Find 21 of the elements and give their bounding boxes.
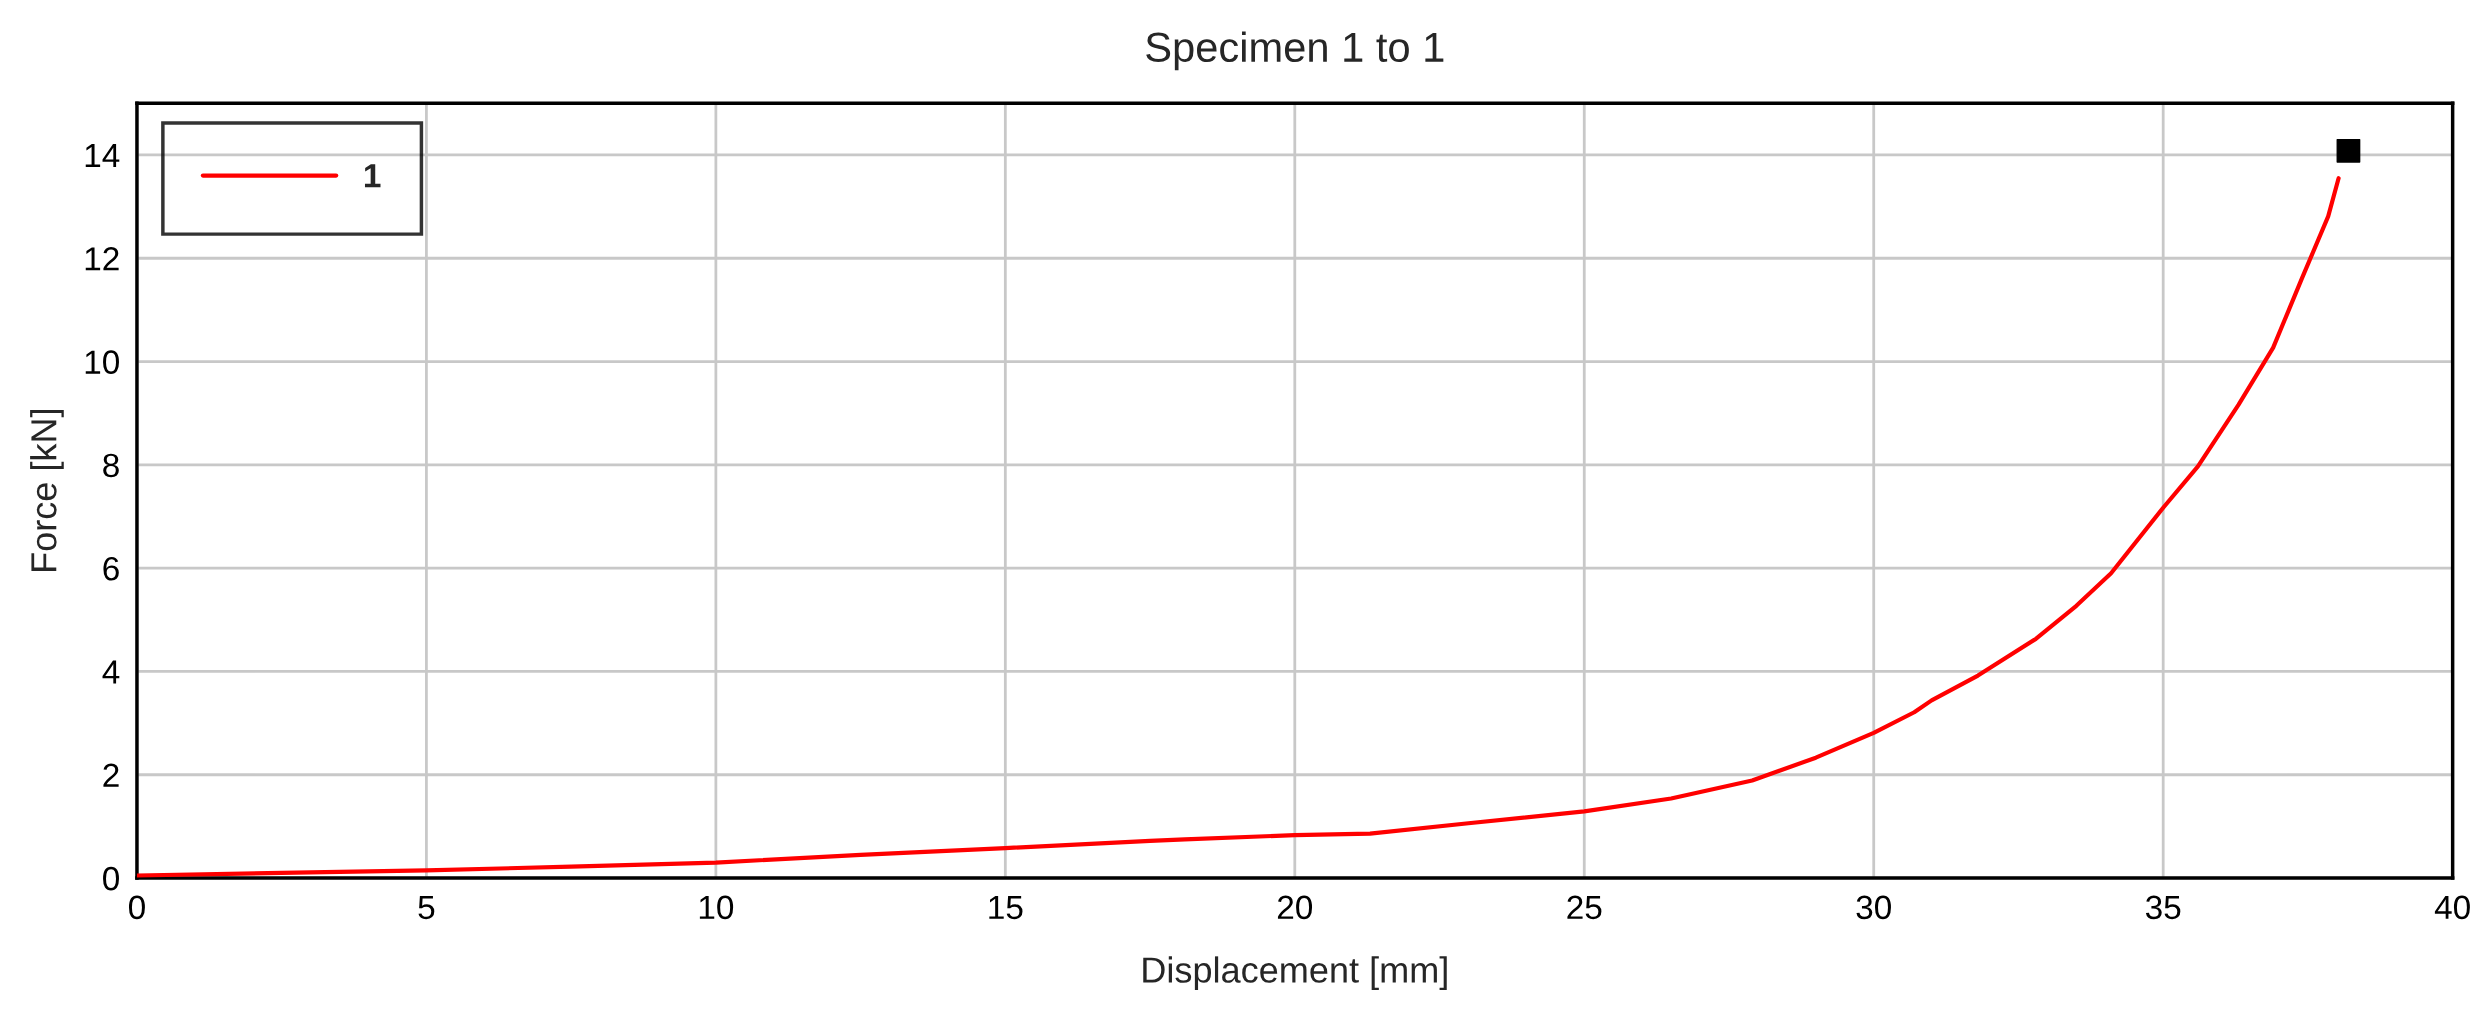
y-tick-label: 12 (85, 247, 119, 271)
x-tick-label: 5 (418, 895, 435, 920)
legend-label: 1 (364, 164, 381, 188)
y-tick-label: 10 (85, 350, 119, 374)
y-tick-label: 2 (103, 763, 119, 787)
y-axis-title: Force [kN] (30, 409, 64, 571)
x-tick-label: 35 (2145, 895, 2181, 920)
chart-title: Specimen 1 to 1 (1146, 31, 1444, 71)
y-tick-label: 4 (102, 660, 120, 684)
x-tick-label: 40 (2434, 895, 2470, 920)
x-tick-label: 30 (1856, 895, 1891, 920)
y-tick-label: 8 (103, 453, 119, 478)
x-tick-label: 10 (699, 895, 734, 920)
x-axis-title: Displacement [mm] (1143, 956, 1447, 991)
y-tick-label: 0 (103, 866, 119, 891)
x-tick-label: 20 (1277, 895, 1313, 920)
y-tick-label: 14 (85, 144, 120, 168)
y-tick-label: 6 (103, 556, 119, 581)
x-tick-label: 0 (128, 895, 145, 920)
x-tick-label: 15 (989, 895, 1023, 920)
x-tick-label: 25 (1567, 895, 1602, 920)
